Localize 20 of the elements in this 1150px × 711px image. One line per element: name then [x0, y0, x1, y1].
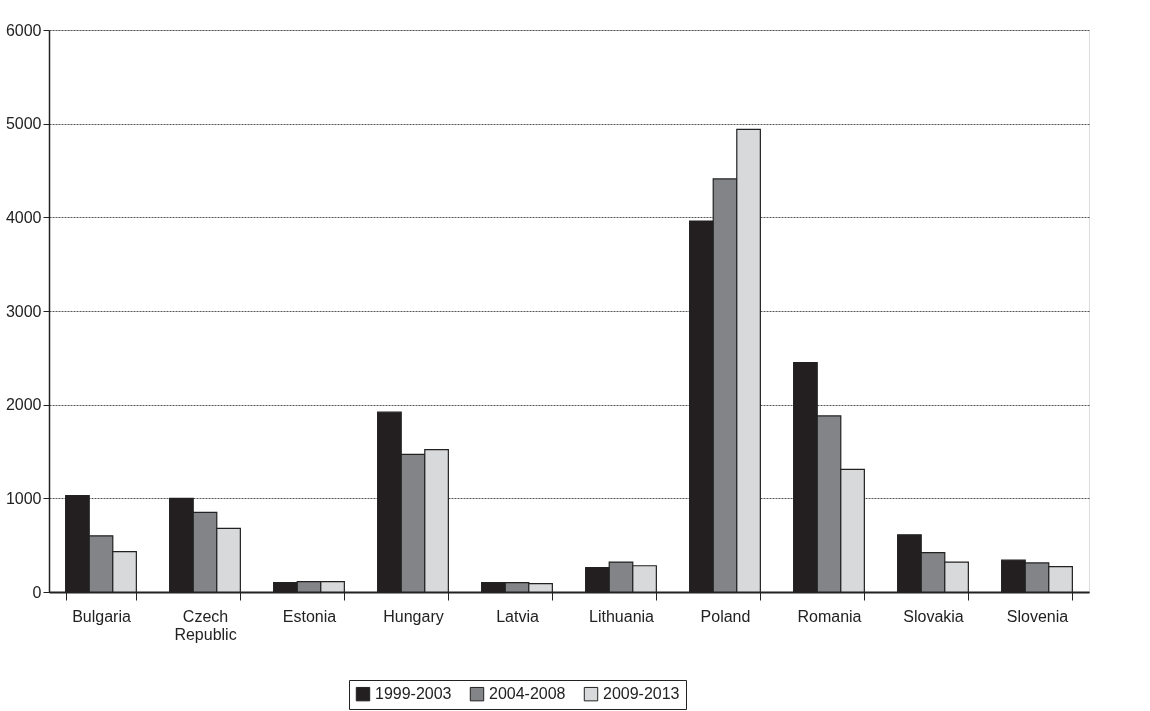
y-tick-label: 1000 — [5, 489, 42, 507]
legend-label: 1999-2003 — [375, 685, 452, 703]
x-tick-label: Czech Republic — [174, 607, 237, 643]
legend-label: 2009-2013 — [603, 685, 680, 703]
y-tick-label: 2000 — [5, 396, 42, 414]
x-tick-label: Slovakia — [903, 607, 964, 625]
x-tick-label: Estonia — [282, 607, 337, 625]
x-tick-label: Romania — [797, 607, 862, 625]
y-tick-label: 0 — [32, 583, 42, 601]
x-tick-label: Bulgaria — [72, 607, 131, 625]
x-tick-label: Slovenia — [1006, 607, 1069, 625]
x-tick-label: Latvia — [496, 607, 539, 625]
y-tick-label: 6000 — [5, 21, 42, 39]
y-tick-label: 4000 — [5, 208, 42, 226]
y-tick-label: 5000 — [5, 115, 42, 133]
y-tick-label: 3000 — [5, 302, 42, 320]
x-tick-label: Poland — [700, 607, 751, 625]
x-tick-label: Hungary — [383, 607, 444, 625]
x-tick-label: Lithuania — [589, 607, 655, 625]
legend-label: 2004-2008 — [489, 685, 566, 703]
